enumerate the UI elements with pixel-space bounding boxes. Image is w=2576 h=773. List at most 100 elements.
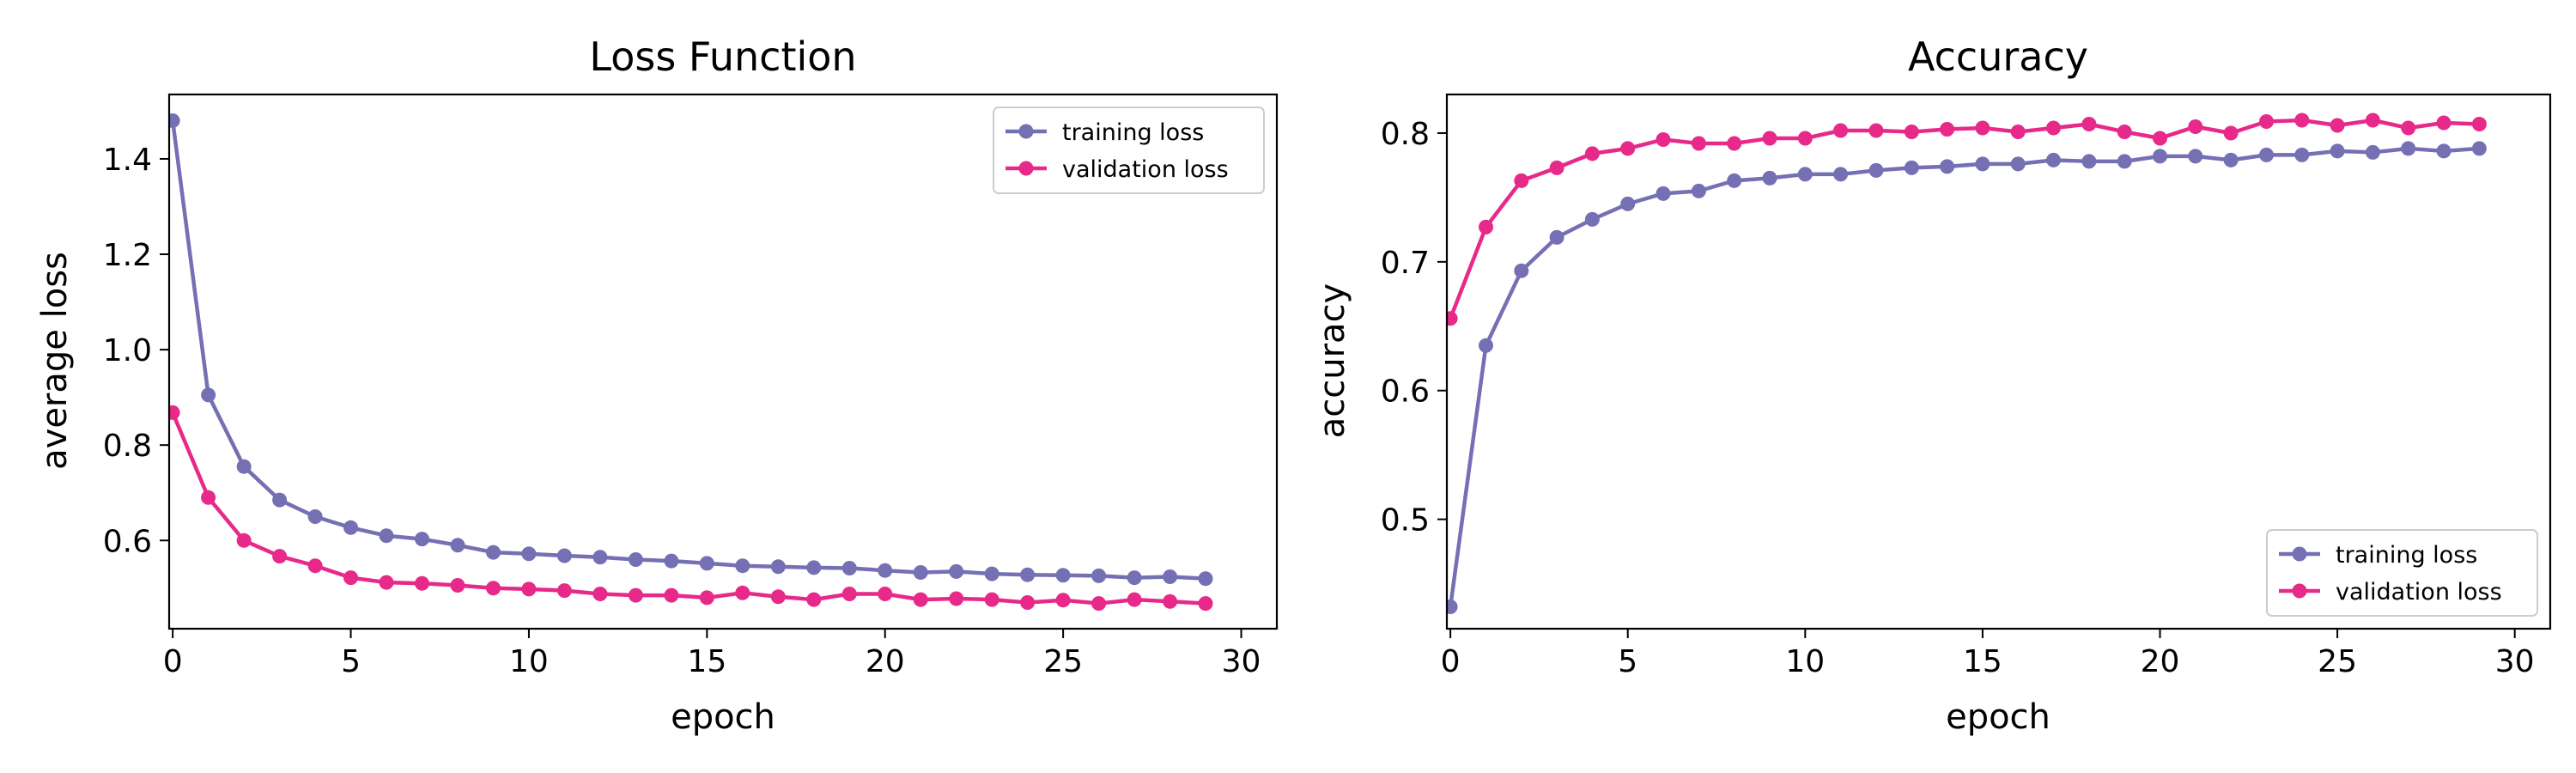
data-point xyxy=(2259,114,2274,129)
data-point xyxy=(2046,152,2061,167)
data-point xyxy=(592,587,608,601)
data-point xyxy=(1620,141,1636,156)
data-point xyxy=(201,387,216,403)
x-tick-label: 20 xyxy=(2141,644,2180,679)
data-point xyxy=(2471,117,2487,131)
data-point xyxy=(1127,592,1142,607)
x-tick-label: 10 xyxy=(1785,644,1825,679)
data-point xyxy=(1198,596,1213,612)
data-point xyxy=(486,545,501,560)
data-point xyxy=(2330,118,2345,133)
data-point xyxy=(841,587,857,601)
data-point xyxy=(379,575,394,590)
y-axis-label: accuracy xyxy=(1313,283,1352,438)
data-point xyxy=(806,560,822,575)
data-point xyxy=(770,589,786,605)
x-axis-label: epoch xyxy=(671,697,775,737)
data-point xyxy=(1055,593,1071,608)
data-point xyxy=(1656,186,1671,201)
data-point xyxy=(379,528,394,544)
x-tick-label: 0 xyxy=(163,644,183,679)
data-point xyxy=(415,532,429,547)
data-point xyxy=(1020,595,1036,610)
data-point xyxy=(1479,338,1493,353)
data-point xyxy=(169,113,180,128)
series-layer xyxy=(169,113,1213,612)
data-point xyxy=(1833,167,1849,182)
data-point xyxy=(2223,152,2239,167)
data-point xyxy=(1904,160,1919,175)
data-point xyxy=(1479,219,1493,234)
data-point xyxy=(2401,141,2416,156)
data-point xyxy=(735,585,750,600)
data-point xyxy=(307,558,323,574)
data-point xyxy=(806,592,822,607)
data-point xyxy=(1127,570,1142,586)
data-point xyxy=(1797,167,1813,182)
data-point xyxy=(450,538,465,553)
data-point xyxy=(1762,131,1777,146)
data-point xyxy=(2010,156,2026,172)
chart-title: Loss Function xyxy=(589,33,856,80)
plot-area: 0 5 10 15 20 25 30 0.5 0.6 0.7 0.8 training loss val… xyxy=(1381,93,2552,679)
data-point xyxy=(1549,229,1564,245)
data-point xyxy=(415,575,429,591)
legend-item: training loss xyxy=(2279,542,2477,569)
data-point xyxy=(1020,567,1036,582)
data-point xyxy=(1584,211,1600,227)
data-point xyxy=(699,590,714,606)
legend-item: validation loss xyxy=(2279,579,2502,606)
legend-marker xyxy=(1018,124,1034,139)
data-point xyxy=(521,581,537,597)
data-point xyxy=(201,490,216,505)
data-point xyxy=(1727,136,1742,151)
y-tick-label: 1.4 xyxy=(103,143,152,178)
data-point xyxy=(1904,125,1919,139)
x-tick-label: 25 xyxy=(1043,644,1083,679)
y-tick-label: 0.6 xyxy=(103,524,152,559)
data-point xyxy=(1797,131,1813,146)
data-point xyxy=(2223,125,2239,141)
accuracy-chart: Accuracy 0 5 10 15 20 25 30 0.5 0.6 0.7 0.8 trainin… xyxy=(1313,33,2552,737)
data-point xyxy=(913,592,928,607)
data-point xyxy=(343,520,358,535)
data-point xyxy=(2259,147,2274,162)
data-point xyxy=(1514,173,1529,188)
data-point xyxy=(1447,311,1458,326)
data-point xyxy=(1762,170,1777,186)
data-point xyxy=(236,459,252,474)
x-tick-label: 30 xyxy=(2495,644,2535,679)
data-point xyxy=(307,509,323,524)
axes-frame xyxy=(1445,93,2552,630)
x-tick-label: 25 xyxy=(2318,644,2357,679)
series-layer xyxy=(1447,113,2487,614)
x-tick-label: 15 xyxy=(1963,644,2002,679)
data-point xyxy=(1656,132,1671,147)
data-point xyxy=(169,405,180,420)
plot-area: 0 5 10 15 20 25 30 0.6 0.8 1.0 1.2 1.4 training loss… xyxy=(103,93,1279,679)
legend: training loss validation loss xyxy=(2266,529,2538,617)
data-point xyxy=(2436,115,2451,131)
y-tick-label: 0.8 xyxy=(103,429,152,464)
data-point xyxy=(1975,156,1990,172)
data-point xyxy=(2294,147,2310,162)
x-tick-label: 20 xyxy=(866,644,905,679)
y-tick-label: 0.8 xyxy=(1381,117,1430,152)
data-point xyxy=(2188,119,2203,134)
data-point xyxy=(592,550,608,565)
legend-marker xyxy=(2292,583,2307,599)
data-point xyxy=(770,559,786,575)
data-point xyxy=(450,578,465,593)
data-point xyxy=(1163,569,1178,584)
y-tick-label: 1.0 xyxy=(103,333,152,368)
data-point xyxy=(2081,154,2097,169)
x-tick-label: 0 xyxy=(1441,644,1461,679)
legend-item: validation loss xyxy=(1005,156,1229,183)
axes-frame xyxy=(167,93,1279,630)
data-point xyxy=(735,558,750,574)
y-axis-label: average loss xyxy=(35,252,75,470)
y-tick-label: 1.2 xyxy=(103,238,152,273)
chart-title: Accuracy xyxy=(1908,33,2088,80)
